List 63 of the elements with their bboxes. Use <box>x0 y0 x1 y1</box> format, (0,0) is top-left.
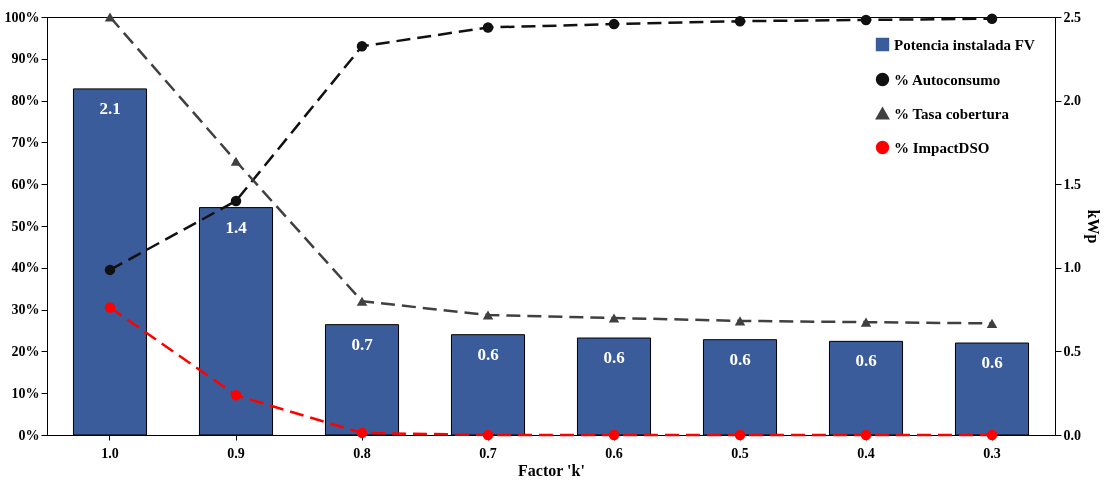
point <box>482 22 494 33</box>
data-label: 0.6 <box>855 351 877 371</box>
x-axis-title: Factor 'k' <box>518 461 585 479</box>
y-tick-label: 40% <box>11 260 40 276</box>
y-tick-label: 20% <box>11 343 40 359</box>
point <box>230 195 242 207</box>
y-tick-label: 60% <box>11 176 40 192</box>
x-tick-label: 0.7 <box>479 445 497 461</box>
y-tick-label: 100% <box>4 9 40 25</box>
legend-label: % Tasa cobertura <box>894 105 1010 122</box>
data-label: 1.4 <box>225 217 248 237</box>
point <box>230 156 242 166</box>
y-tick-label: 0% <box>18 427 40 443</box>
data-label: 0.6 <box>477 344 499 364</box>
data-label: 0.6 <box>981 353 1003 373</box>
point <box>608 18 620 30</box>
point <box>356 41 368 52</box>
y-tick-label: 80% <box>11 93 40 109</box>
point <box>986 429 998 441</box>
point <box>482 429 494 441</box>
y-tick-label: 90% <box>11 51 40 67</box>
point <box>734 429 746 441</box>
point <box>356 296 368 306</box>
point <box>860 317 872 327</box>
y-tick-label: 70% <box>11 134 40 150</box>
y2-tick-label: 1.0 <box>1063 260 1081 276</box>
y2-tick-label: 1.5 <box>1063 176 1081 192</box>
y-tick-label: 50% <box>11 218 40 234</box>
x-tick-label: 0.6 <box>605 445 623 461</box>
data-label: 0.6 <box>603 348 625 368</box>
y-tick-label: 10% <box>11 385 40 401</box>
point <box>104 302 116 313</box>
point <box>104 264 116 276</box>
x-tick-label: 0.5 <box>731 445 749 461</box>
point <box>986 318 998 328</box>
y2-tick-label: 0.5 <box>1063 343 1081 359</box>
data-label: 2.1 <box>99 98 121 118</box>
point <box>860 429 872 441</box>
y-tick-label: 30% <box>11 302 40 318</box>
legend-label: Potencia instalada FV <box>894 36 1035 53</box>
point <box>608 429 620 441</box>
x-tick-label: 0.9 <box>227 445 245 461</box>
point <box>860 14 872 26</box>
point <box>230 390 242 401</box>
point <box>734 15 746 27</box>
x-tick-label: 1.0 <box>101 445 119 461</box>
data-label: 0.6 <box>729 349 751 369</box>
point <box>608 313 620 323</box>
legend-label: % ImpactDSO <box>894 139 990 156</box>
x-tick-label: 0.3 <box>983 445 1001 461</box>
legend-label: % Autoconsumo <box>894 71 1001 88</box>
y2-tick-label: 0.0 <box>1063 427 1081 443</box>
point <box>356 427 368 439</box>
data-label: 0.7 <box>351 334 374 354</box>
y2-tick-label: 2.5 <box>1063 9 1081 25</box>
point <box>734 316 746 326</box>
point <box>104 12 116 22</box>
y2-axis-title: kWp <box>1084 209 1102 244</box>
point <box>986 13 998 24</box>
point <box>482 310 494 320</box>
y2-tick-label: 2.0 <box>1063 93 1081 109</box>
x-tick-label: 0.8 <box>353 445 371 461</box>
x-tick-label: 0.4 <box>857 445 875 461</box>
